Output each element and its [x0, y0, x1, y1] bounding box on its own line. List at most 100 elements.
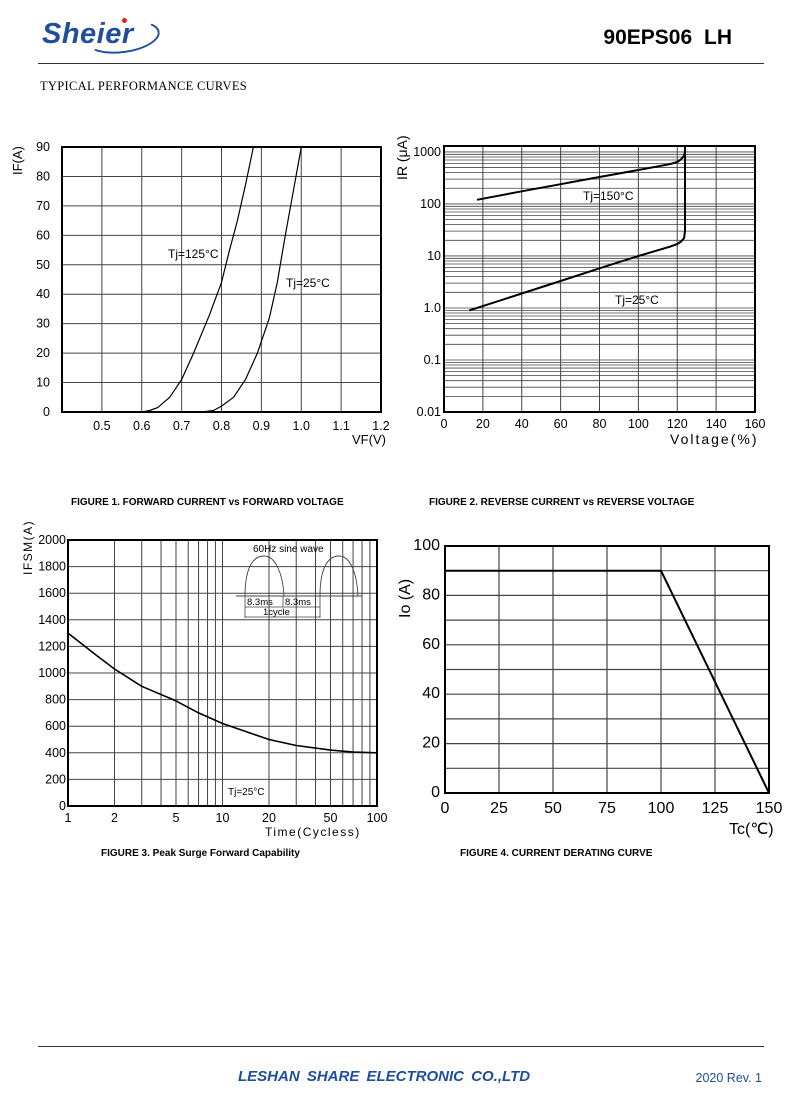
x-tick-label: 5 [173, 811, 180, 825]
y-tick-label: 1.0 [424, 301, 441, 315]
series-line-1 [67, 632, 378, 754]
x-tick-label: 120 [667, 417, 688, 431]
x-tick-label: 50 [324, 811, 338, 825]
series-label: Tj=25°C [286, 276, 330, 290]
y-tick-label: 1000 [413, 145, 441, 159]
plot-frame [444, 545, 770, 794]
y-tick-label: 30 [36, 317, 50, 331]
y-tick-label: 600 [45, 719, 66, 733]
y-tick-label: 0.1 [424, 353, 441, 367]
x-tick-label: 2 [111, 811, 118, 825]
x-tick-label: 1 [65, 811, 72, 825]
x-tick-label: 0.5 [93, 419, 110, 433]
x-tick-label: 25 [490, 800, 508, 817]
x-tick-label: 100 [367, 811, 388, 825]
condition-label: Tj=25°C [228, 787, 265, 798]
y-tick-label: 40 [422, 685, 440, 702]
y-tick-label: 0 [59, 799, 66, 813]
figure-1-caption: FIGURE 1. FORWARD CURRENT vs FORWARD VOL… [71, 497, 344, 508]
x-axis-label: VF(V) [352, 432, 386, 447]
y-tick-label: 90 [36, 140, 50, 154]
chart-4: 0 25 50 75 100 125 150 0 20 40 60 80 100 [413, 537, 782, 817]
x-tick-label: 20 [476, 417, 490, 431]
x-tick-label: 1.2 [372, 419, 389, 433]
x-tick-label: 75 [598, 800, 616, 817]
part-number: 90EPS06 LH [603, 26, 732, 49]
x-axis-label: Voltage(%) [670, 431, 758, 447]
x-tick-label: 10 [216, 811, 230, 825]
y-tick-label: 0 [43, 405, 50, 419]
x-tick-label: 1.1 [332, 419, 349, 433]
y-tick-label: 80 [36, 169, 50, 183]
series-line-1 [141, 146, 254, 413]
y-tick-label: 2000 [38, 533, 66, 547]
y-tick-label: 100 [413, 537, 440, 554]
y-tick-label: 1200 [38, 639, 66, 653]
x-tick-label: 80 [593, 417, 607, 431]
y-tick-label: 1600 [38, 586, 66, 600]
y-axis-label: IF(A) [10, 146, 25, 175]
y-tick-label: 100 [420, 197, 441, 211]
half-wave-2 [319, 555, 359, 597]
plot-frame [67, 539, 378, 807]
series-label: Tj=125°C [168, 247, 219, 261]
y-tick-label: 10 [427, 249, 441, 263]
x-tick-label: 0.8 [213, 419, 230, 433]
x-tick-label: 0 [441, 800, 450, 817]
y-tick-label: 1000 [38, 666, 66, 680]
x-tick-label: 140 [706, 417, 727, 431]
y-tick-label: 50 [36, 258, 50, 272]
x-tick-label: 0.9 [253, 419, 270, 433]
section-title: TYPICAL PERFORMANCE CURVES [40, 79, 248, 93]
logo-dot-icon [122, 18, 127, 23]
y-tick-label: 40 [36, 287, 50, 301]
plot-frame [61, 146, 382, 413]
chart-3: 1 2 5 10 20 50 1000200400600800100012001400160… [38, 533, 387, 825]
x-tick-label: 0 [441, 417, 448, 431]
y-axis-label: IR (μA) [394, 135, 410, 180]
series-line-1 [445, 569, 770, 794]
footer-divider [38, 1046, 764, 1047]
y-tick-label: 800 [45, 693, 66, 707]
x-tick-label: 100 [628, 417, 649, 431]
x-tick-label: 40 [515, 417, 529, 431]
company-logo: Sheier [42, 18, 134, 50]
series-line-2 [201, 146, 302, 413]
x-tick-label: 0.7 [173, 419, 190, 433]
y-tick-label: 0.01 [417, 405, 441, 419]
x-tick-label: 60 [554, 417, 568, 431]
x-axis-label: Tc(℃) [729, 821, 774, 838]
y-tick-label: 0 [431, 784, 440, 801]
figure-2-caption: FIGURE 2. REVERSE CURRENT vs REVERSE VOL… [429, 497, 695, 508]
chart-1: 0.5 0.6 0.7 0.8 0.9 1.0 1.1 1.2 0 10 20 30 40 50 60 70 8… [36, 140, 390, 433]
x-tick-label: 0.6 [133, 419, 150, 433]
header-divider [38, 63, 764, 64]
y-axis-label: IFSM(A) [21, 520, 35, 575]
inset-cycle-label: 1cycle [263, 607, 290, 618]
series-label: Tj=150°C [583, 189, 634, 203]
inset-half-period-1: 8.3ms [247, 597, 273, 608]
plot-frame [443, 145, 756, 413]
y-tick-label: 1400 [38, 613, 66, 627]
y-tick-label: 1800 [38, 560, 66, 574]
y-tick-label: 70 [36, 199, 50, 213]
figure-4-caption: FIGURE 4. CURRENT DERATING CURVE [460, 848, 653, 859]
y-tick-label: 80 [422, 586, 440, 603]
x-tick-label: 160 [745, 417, 766, 431]
x-tick-label: 100 [648, 800, 675, 817]
footer-revision: 2020 Rev. 1 [695, 1071, 762, 1085]
y-tick-label: 20 [422, 735, 440, 752]
figure-3-caption: FIGURE 3. Peak Surge Forward Capability [101, 848, 300, 859]
footer-company: LESHAN SHARE ELECTRONIC CO.,LTD [238, 1068, 531, 1085]
x-tick-label: 125 [702, 800, 729, 817]
x-tick-label: 20 [262, 811, 276, 825]
y-tick-label: 400 [45, 746, 66, 760]
y-tick-label: 200 [45, 772, 66, 786]
chart-2: 0 20 40 60 80 100 120 140 160 0.01 0.1 1.0 10 100 1000 [413, 145, 765, 431]
x-tick-label: 150 [756, 800, 783, 817]
series-label: Tj=25°C [615, 293, 659, 307]
x-tick-label: 50 [544, 800, 562, 817]
x-axis-label: Time(Cycless) [265, 825, 361, 839]
inset-half-period-2: 8.3ms [285, 597, 311, 608]
